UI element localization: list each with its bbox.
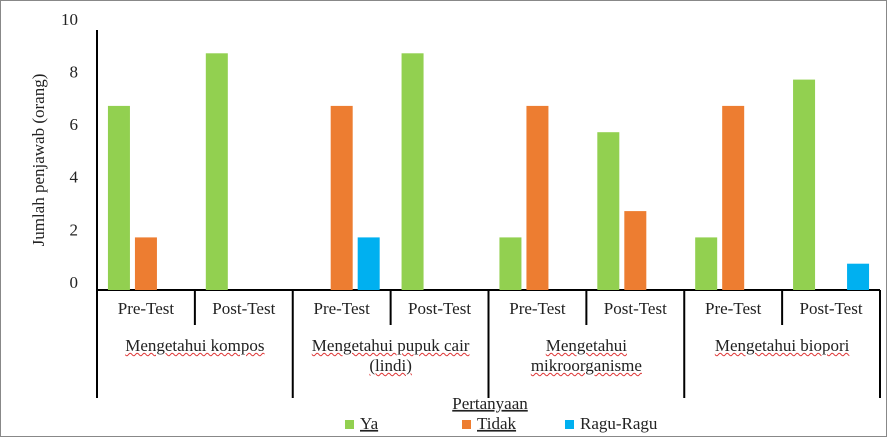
bar bbox=[107, 105, 130, 291]
x-tick-label: Post-Test bbox=[800, 299, 863, 318]
y-tick-label: 10 bbox=[61, 10, 78, 29]
y-tick-label: 2 bbox=[70, 220, 79, 239]
bar bbox=[357, 237, 380, 290]
bar bbox=[499, 237, 522, 290]
bar bbox=[134, 237, 157, 290]
bar bbox=[526, 105, 549, 291]
x-tick-label: Pre-Test bbox=[509, 299, 566, 318]
bar bbox=[597, 132, 620, 290]
x-tick-label: Post-Test bbox=[212, 299, 275, 318]
y-tick-label: 8 bbox=[70, 63, 79, 82]
x-tick-label: Pre-Test bbox=[118, 299, 175, 318]
legend-swatch bbox=[345, 420, 354, 429]
legend-label: Ragu-Ragu bbox=[580, 414, 658, 433]
group-label: Mengetahui pupuk cair (lindi) bbox=[311, 336, 470, 375]
x-axis-title: Pertanyaan bbox=[452, 394, 528, 413]
legend-label: Tidak bbox=[477, 414, 517, 433]
group-label: Mengetahui biopori bbox=[714, 336, 850, 355]
bar bbox=[401, 53, 424, 290]
y-tick-label: 6 bbox=[70, 115, 79, 134]
legend-swatch bbox=[462, 420, 471, 429]
y-tick-label: 4 bbox=[70, 168, 79, 187]
bar bbox=[722, 105, 745, 291]
x-tick-label: Post-Test bbox=[604, 299, 667, 318]
y-axis-title: Jumlah penjawab (orang) bbox=[29, 74, 48, 247]
bar bbox=[330, 105, 353, 291]
y-tick-label: 0 bbox=[70, 273, 79, 292]
x-tick-label: Pre-Test bbox=[705, 299, 762, 318]
group-label: Mengetahui mikroorganisme bbox=[530, 336, 642, 375]
x-tick-label: Pre-Test bbox=[313, 299, 370, 318]
group-label: Mengetahui kompos bbox=[125, 336, 265, 355]
bar bbox=[793, 79, 816, 290]
bar bbox=[624, 211, 647, 290]
bar bbox=[847, 263, 870, 290]
legend-swatch bbox=[565, 420, 574, 429]
legend-label: Ya bbox=[360, 414, 379, 433]
bar bbox=[205, 53, 228, 290]
bar bbox=[695, 237, 718, 290]
x-tick-label: Post-Test bbox=[408, 299, 471, 318]
